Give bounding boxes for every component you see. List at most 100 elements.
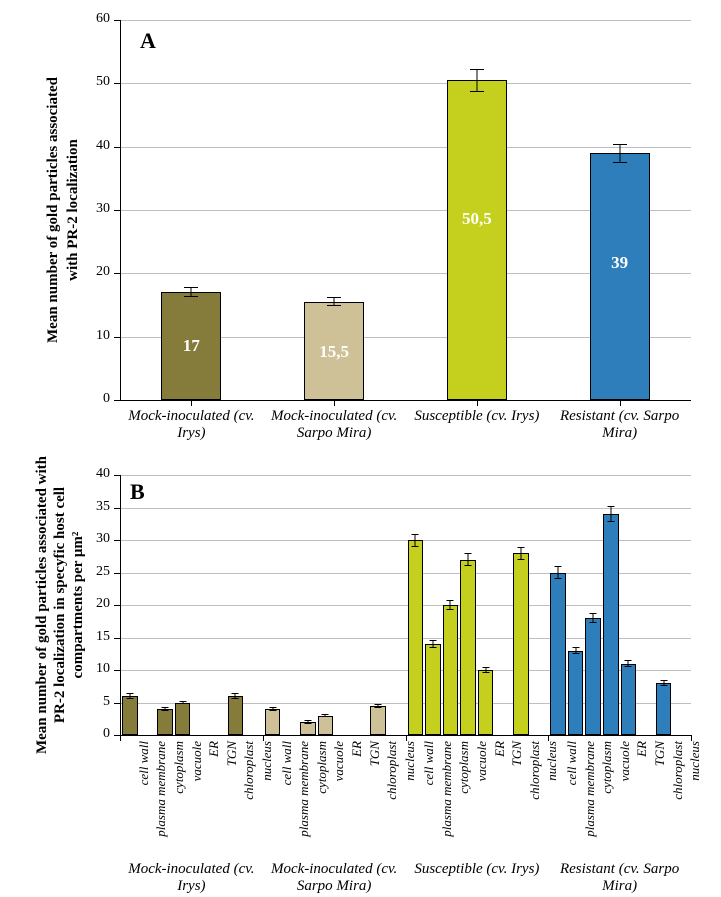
x-tick [334,400,335,406]
y-tick-label: 50 [80,74,110,90]
y-tick-label: 20 [80,264,110,280]
grid-line [120,475,691,476]
bar [443,605,459,735]
sub-category-label: chloroplast [527,741,543,851]
sub-category-label: cell wall [421,741,437,851]
sub-category-label: chloroplast [670,741,686,851]
sub-category-label: ER [634,741,650,851]
x-tick-major [691,735,692,741]
sub-category-label: plasma membrane [582,741,598,851]
group-label: Mock-inoculated (cv.Sarpo Mira) [265,861,404,896]
bar [568,651,584,736]
bar [265,709,281,735]
bar [513,553,529,735]
bar [460,560,476,736]
sub-category-label: nucleus [687,741,703,851]
sub-category-label: TGN [224,741,240,851]
x-category-label: Resistant (cv. SarpoMira) [550,408,689,443]
y-axis-label: Mean number of gold particles associated [45,20,62,400]
bar-value-label: 17 [162,336,220,356]
y-tick-label: 30 [80,201,110,217]
bar [621,664,637,736]
bar [175,703,191,736]
x-tick-major [263,735,264,741]
bar: 17 [161,292,221,400]
sub-category-label: chloroplast [241,741,257,851]
sub-category-label: cytoplasm [599,741,615,851]
y-axis-label: Mean number of gold particles associated… [34,445,51,765]
panel-letter-b: B [130,479,145,505]
grid-line [120,20,691,21]
bar [585,618,601,735]
x-category-label: Mock-inoculated (cv.Sarpo Mira) [265,408,404,443]
bar [425,644,441,735]
sub-category-label: nucleus [544,741,560,851]
bar-value-label: 39 [591,253,649,273]
bar-value-label: 15,5 [305,342,363,362]
sub-category-label: plasma membrane [296,741,312,851]
x-tick [477,400,478,406]
grid-line [120,83,691,84]
sub-category-label: chloroplast [384,741,400,851]
sub-category-label: nucleus [402,741,418,851]
grid-line [120,508,691,509]
sub-category-label: cytoplasm [456,741,472,851]
bar [157,709,173,735]
y-tick-label: 60 [80,11,110,27]
y-axis [120,20,121,400]
sub-category-label: TGN [509,741,525,851]
sub-category-label: cytoplasm [314,741,330,851]
bar [550,573,566,736]
x-axis [120,400,691,401]
y-tick-label: 40 [80,138,110,154]
bar: 50,5 [447,80,507,400]
x-category-label: Susceptible (cv. Irys) [408,408,547,425]
bar [228,696,244,735]
x-category-label: Mock-inoculated (cv.Irys) [122,408,261,443]
bar [370,706,386,735]
y-axis-label: PR-2 localization in specyfic host cell [52,445,69,765]
sub-category-label: vacuole [189,741,205,851]
sub-category-label: TGN [652,741,668,851]
bar [318,716,334,736]
bar [656,683,672,735]
sub-category-label: cytoplasm [171,741,187,851]
group-label: Susceptible (cv. Irys) [408,861,547,878]
sub-category-label: cell wall [136,741,152,851]
bar [300,722,316,735]
sub-category-label: ER [492,741,508,851]
bar [122,696,138,735]
x-tick-major [548,735,549,741]
panel-letter-a: A [140,28,156,54]
sub-category-label: ER [206,741,222,851]
sub-category-label: cell wall [564,741,580,851]
y-tick-label: 10 [80,328,110,344]
x-tick [620,400,621,406]
y-tick-label: 0 [80,391,110,407]
y-axis-label: with PR-2 localization [65,20,82,400]
bar [408,540,424,735]
bar [478,670,494,735]
sub-category-label: nucleus [259,741,275,851]
x-tick-major [120,735,121,741]
sub-category-label: vacuole [617,741,633,851]
sub-category-label: vacuole [474,741,490,851]
bar [603,514,619,735]
sub-category-label: cell wall [279,741,295,851]
x-tick [191,400,192,406]
sub-category-label: vacuole [331,741,347,851]
y-axis-label: compartments per μm² [70,445,87,765]
x-tick-major [406,735,407,741]
sub-category-label: ER [349,741,365,851]
sub-category-label: plasma membrane [439,741,455,851]
group-label: Mock-inoculated (cv.Irys) [122,861,261,896]
bar: 39 [590,153,650,400]
bar-value-label: 50,5 [448,209,506,229]
bar: 15,5 [304,302,364,400]
y-axis [120,475,121,735]
sub-category-label: plasma membrane [153,741,169,851]
sub-category-label: TGN [367,741,383,851]
group-label: Resistant (cv. SarpoMira) [550,861,689,896]
figure: { "panelA": { "letter": "A", "plot": { "… [0,0,721,897]
grid-line [120,147,691,148]
